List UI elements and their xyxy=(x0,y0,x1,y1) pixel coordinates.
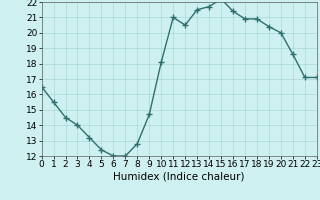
X-axis label: Humidex (Indice chaleur): Humidex (Indice chaleur) xyxy=(114,172,245,182)
